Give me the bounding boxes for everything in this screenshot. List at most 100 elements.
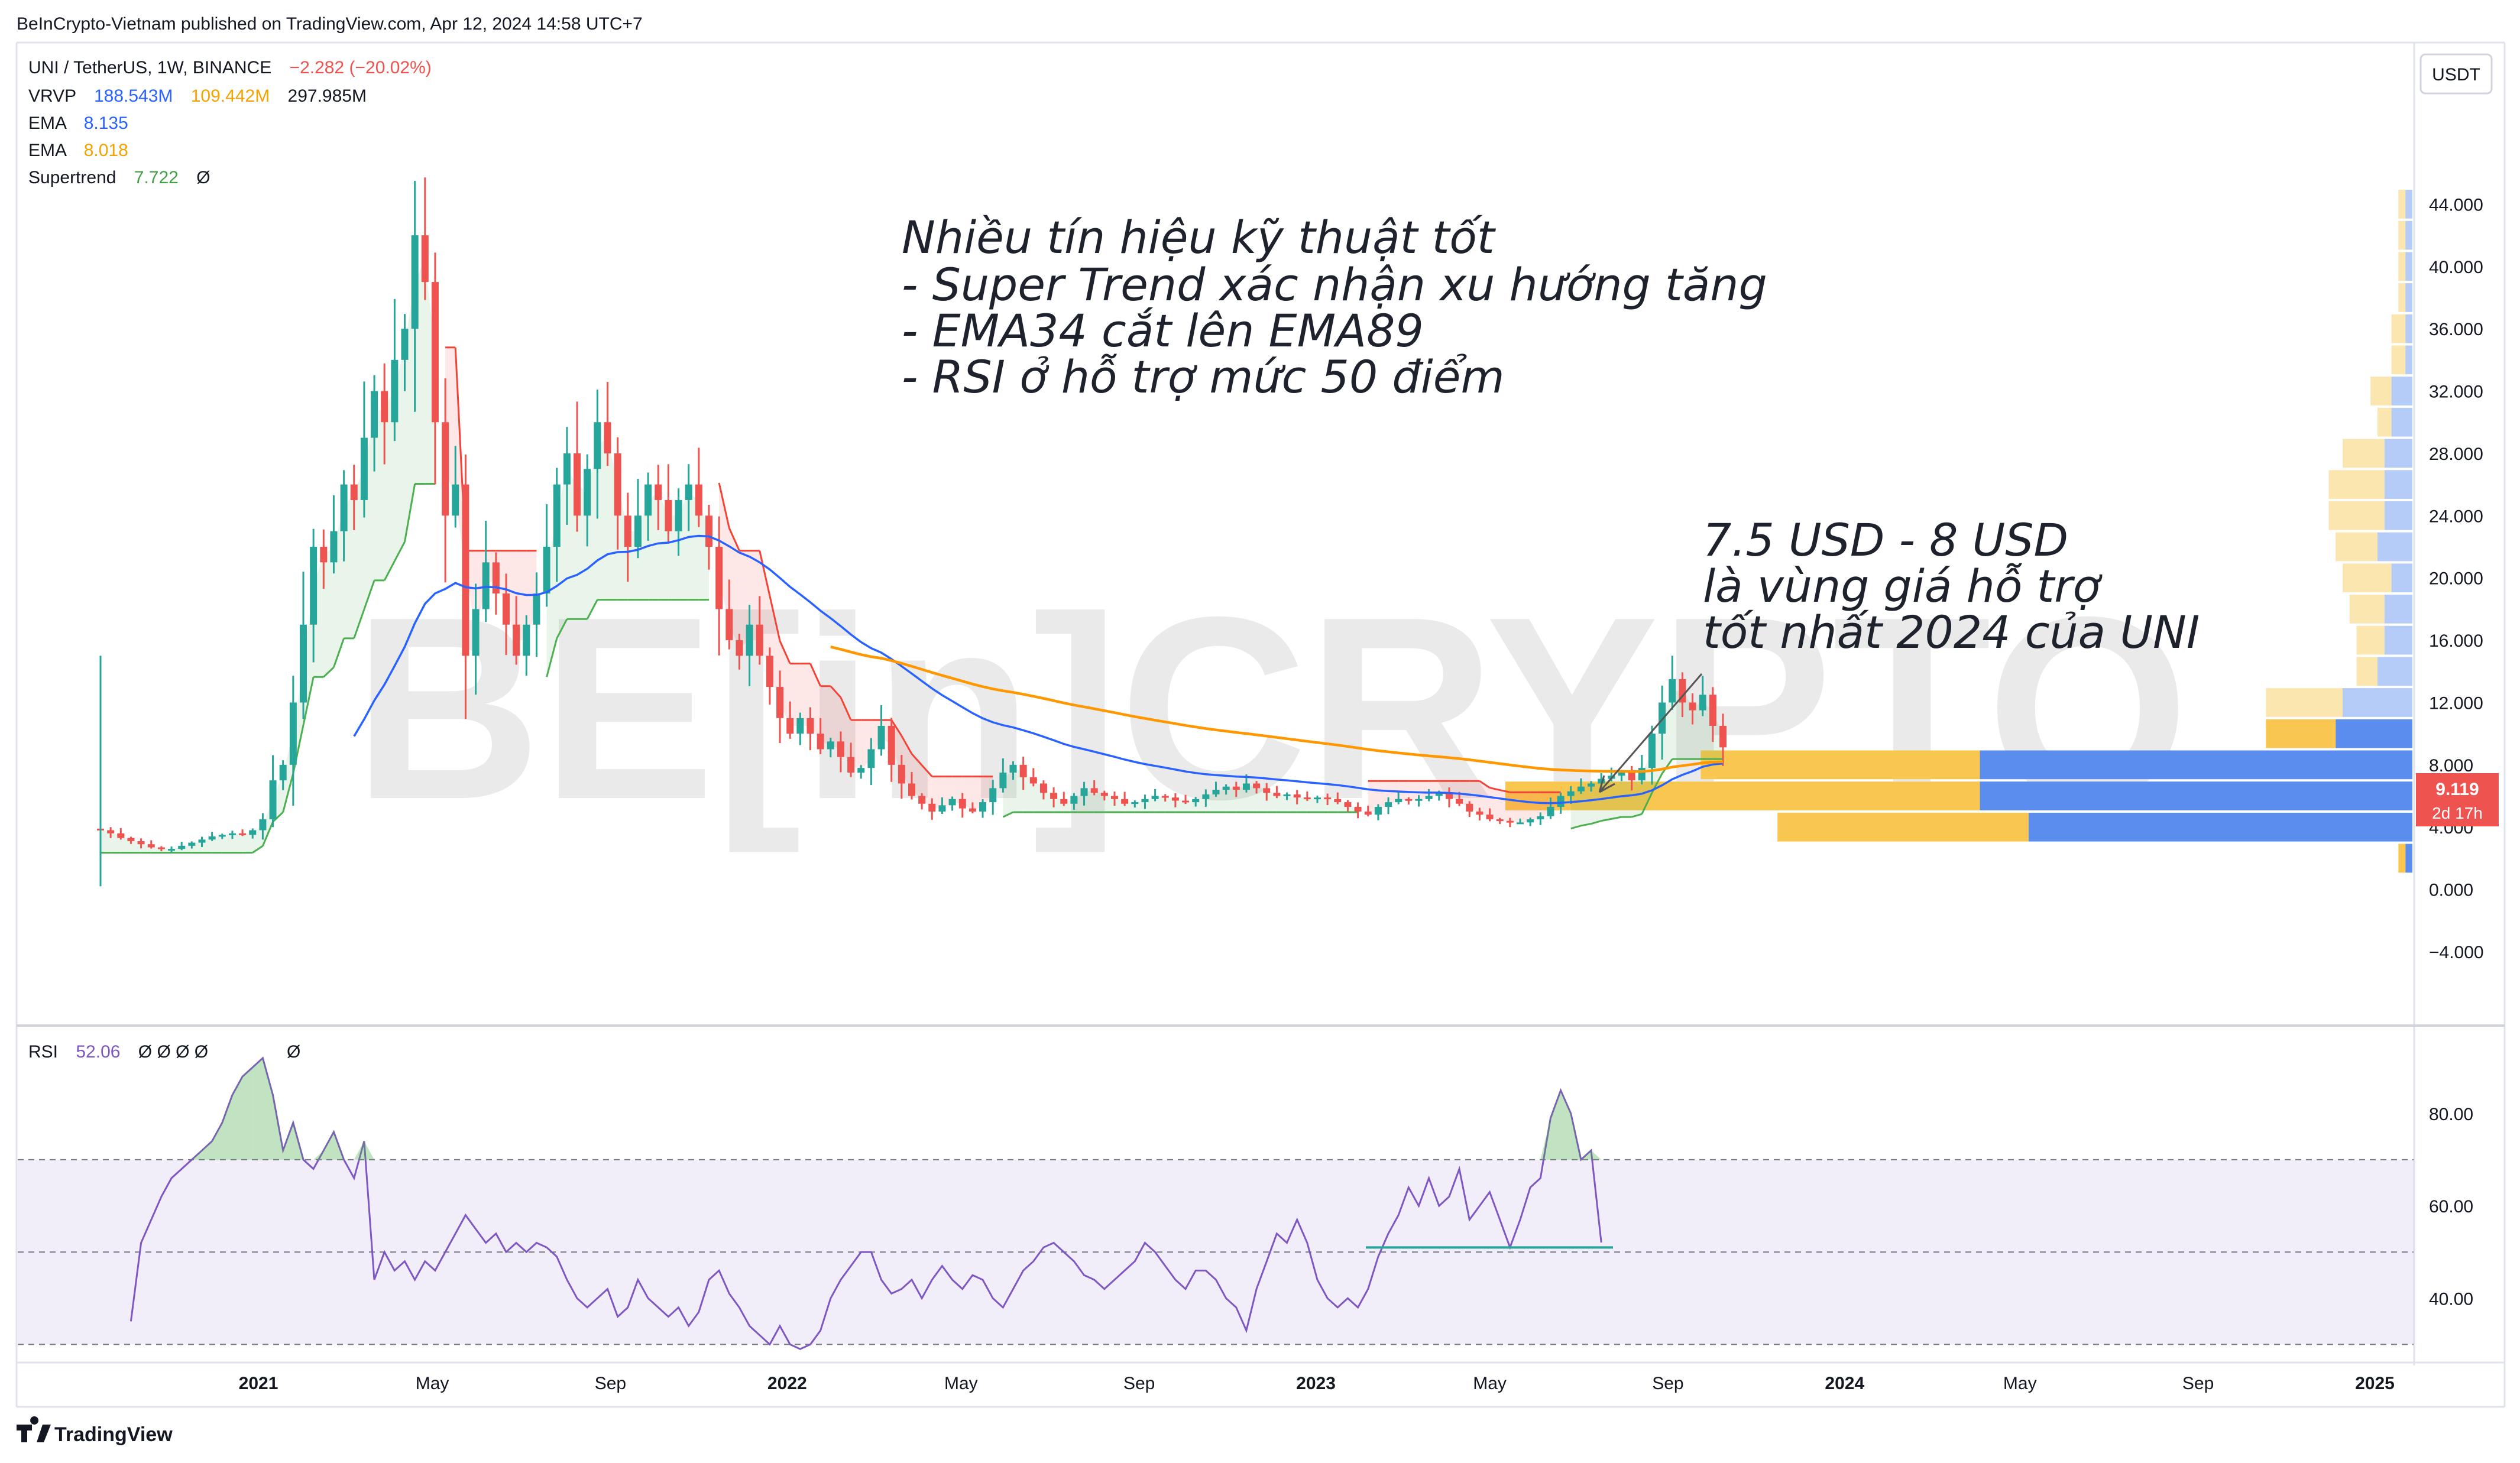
rsi-overbought-fill bbox=[293, 1123, 303, 1160]
candle bbox=[421, 235, 429, 283]
published-line: BeInCrypto-Vietnam published on TradingV… bbox=[17, 14, 643, 34]
supertrend-band bbox=[1226, 788, 1236, 812]
supertrend-band bbox=[932, 776, 942, 809]
time-tick-label: 2025 bbox=[2355, 1374, 2395, 1393]
candle bbox=[1334, 799, 1342, 803]
symbol-legend[interactable]: UNI / TetherUS, 1W, BINANCE −2.282 (−20.… bbox=[28, 58, 432, 77]
supertrend-line bbox=[252, 845, 264, 854]
rsi-axis[interactable]: 80.00 60.00 40.00 bbox=[2429, 1105, 2473, 1309]
supertrend-band bbox=[232, 834, 243, 853]
supertrend-line bbox=[262, 821, 274, 846]
supertrend-band bbox=[800, 663, 811, 726]
candle bbox=[482, 562, 490, 609]
candle bbox=[898, 764, 905, 784]
candle bbox=[1009, 764, 1017, 773]
rsi-overbought-fill bbox=[212, 1123, 222, 1160]
candle bbox=[107, 830, 115, 833]
supertrend-band bbox=[627, 531, 638, 600]
time-tick-label: May bbox=[416, 1374, 449, 1393]
supertrend-line bbox=[556, 618, 568, 639]
candle bbox=[1506, 820, 1514, 823]
candle bbox=[391, 359, 399, 423]
supertrend-band bbox=[1672, 690, 1683, 760]
supertrend-extra: Ø bbox=[196, 168, 210, 187]
time-axis[interactable]: 2021 May Sep 2022 May Sep 2023 May Sep 2024 May Sep… bbox=[239, 1374, 2520, 1393]
candle bbox=[756, 624, 763, 656]
rsi-line bbox=[129, 1056, 1602, 1350]
rsi-label[interactable]: RSI bbox=[28, 1042, 58, 1062]
candle bbox=[766, 656, 773, 687]
candle bbox=[563, 453, 571, 485]
price-tick-label: 16.000 bbox=[2429, 631, 2483, 651]
price-tick-label: 44.000 bbox=[2429, 195, 2483, 215]
candle bbox=[1171, 797, 1179, 801]
candle bbox=[1182, 800, 1190, 803]
candle bbox=[330, 531, 338, 563]
candle bbox=[705, 515, 712, 547]
ema2-legend[interactable]: EMA 8.018 bbox=[28, 141, 128, 160]
vrvp-total-volume: 297.985M bbox=[288, 86, 367, 106]
candle bbox=[239, 833, 247, 835]
supertrend-line bbox=[890, 719, 903, 737]
currency-button-frame[interactable] bbox=[2419, 53, 2493, 95]
candle bbox=[1588, 783, 1595, 787]
candle bbox=[1202, 794, 1210, 799]
time-tick-label: Sep bbox=[2182, 1374, 2214, 1393]
price-axis[interactable]: 44.000 40.000 36.000 32.000 28.000 24.000 20.0… bbox=[2429, 195, 2484, 962]
supertrend-band bbox=[1651, 718, 1663, 793]
candle bbox=[614, 453, 621, 516]
candle bbox=[1070, 796, 1078, 804]
vrvp-label[interactable]: VRVP bbox=[28, 86, 76, 106]
candle bbox=[310, 547, 318, 625]
candle bbox=[1273, 793, 1281, 796]
vrvp-down-bar bbox=[2349, 595, 2385, 624]
supertrend-line bbox=[1601, 818, 1612, 822]
footer-brand[interactable]: TradingView bbox=[54, 1423, 173, 1446]
supertrend-band bbox=[1499, 790, 1510, 822]
candle bbox=[1425, 796, 1433, 799]
vrvp-up-bar bbox=[2405, 283, 2412, 312]
supertrend-band bbox=[577, 484, 588, 619]
vrvp-up-bar bbox=[2405, 314, 2412, 343]
supertrend-band bbox=[1013, 768, 1023, 812]
supertrend-line bbox=[728, 527, 740, 552]
supertrend-band bbox=[688, 492, 699, 600]
supertrend-label[interactable]: Supertrend bbox=[28, 168, 116, 187]
supertrend-band bbox=[952, 776, 963, 804]
supertrend-band bbox=[1570, 789, 1581, 829]
ema1-legend[interactable]: EMA 8.135 bbox=[28, 113, 128, 133]
supertrend-line bbox=[901, 735, 913, 755]
supertrend-legend[interactable]: Supertrend 7.722 Ø bbox=[28, 168, 210, 187]
candle bbox=[442, 422, 449, 516]
price-tick-label: 8.000 bbox=[2429, 756, 2473, 776]
candle bbox=[1354, 806, 1362, 812]
supertrend-line bbox=[323, 666, 335, 678]
candle bbox=[1303, 797, 1311, 800]
tradingview-logo[interactable]: TradingView bbox=[17, 1416, 173, 1446]
candle bbox=[1445, 793, 1453, 799]
rsi-legend[interactable]: RSI 52.06 Ø Ø Ø Ø bbox=[28, 1042, 208, 1062]
candle bbox=[604, 422, 611, 453]
rsi-tick-label: 60.00 bbox=[2429, 1197, 2473, 1217]
supertrend-band bbox=[1277, 794, 1287, 812]
candle bbox=[1253, 783, 1261, 789]
symbol-name[interactable]: UNI / TetherUS, 1W, BINANCE bbox=[28, 58, 271, 77]
candle bbox=[147, 844, 155, 848]
vrvp-legend[interactable]: VRVP 188.543M 109.442M 297.985M bbox=[28, 86, 367, 106]
supertrend-line bbox=[363, 580, 375, 610]
candle bbox=[411, 235, 419, 329]
supertrend-band bbox=[1185, 800, 1196, 812]
vrvp-down-bar bbox=[1777, 812, 2029, 842]
ema2-label[interactable]: EMA bbox=[28, 141, 67, 160]
vrvp-down-bar bbox=[2391, 314, 2406, 343]
supertrend-band bbox=[668, 515, 679, 600]
candle bbox=[1121, 799, 1129, 804]
supertrend-line bbox=[779, 640, 791, 664]
vrvp-up-bar bbox=[2391, 407, 2412, 437]
currency-button[interactable]: USDT bbox=[2432, 65, 2480, 85]
ema1-label[interactable]: EMA bbox=[28, 113, 67, 133]
supertrend-band bbox=[1692, 702, 1703, 760]
candle bbox=[137, 841, 145, 845]
supertrend-band bbox=[1337, 800, 1348, 812]
vrvp-up-bar bbox=[2384, 625, 2412, 655]
